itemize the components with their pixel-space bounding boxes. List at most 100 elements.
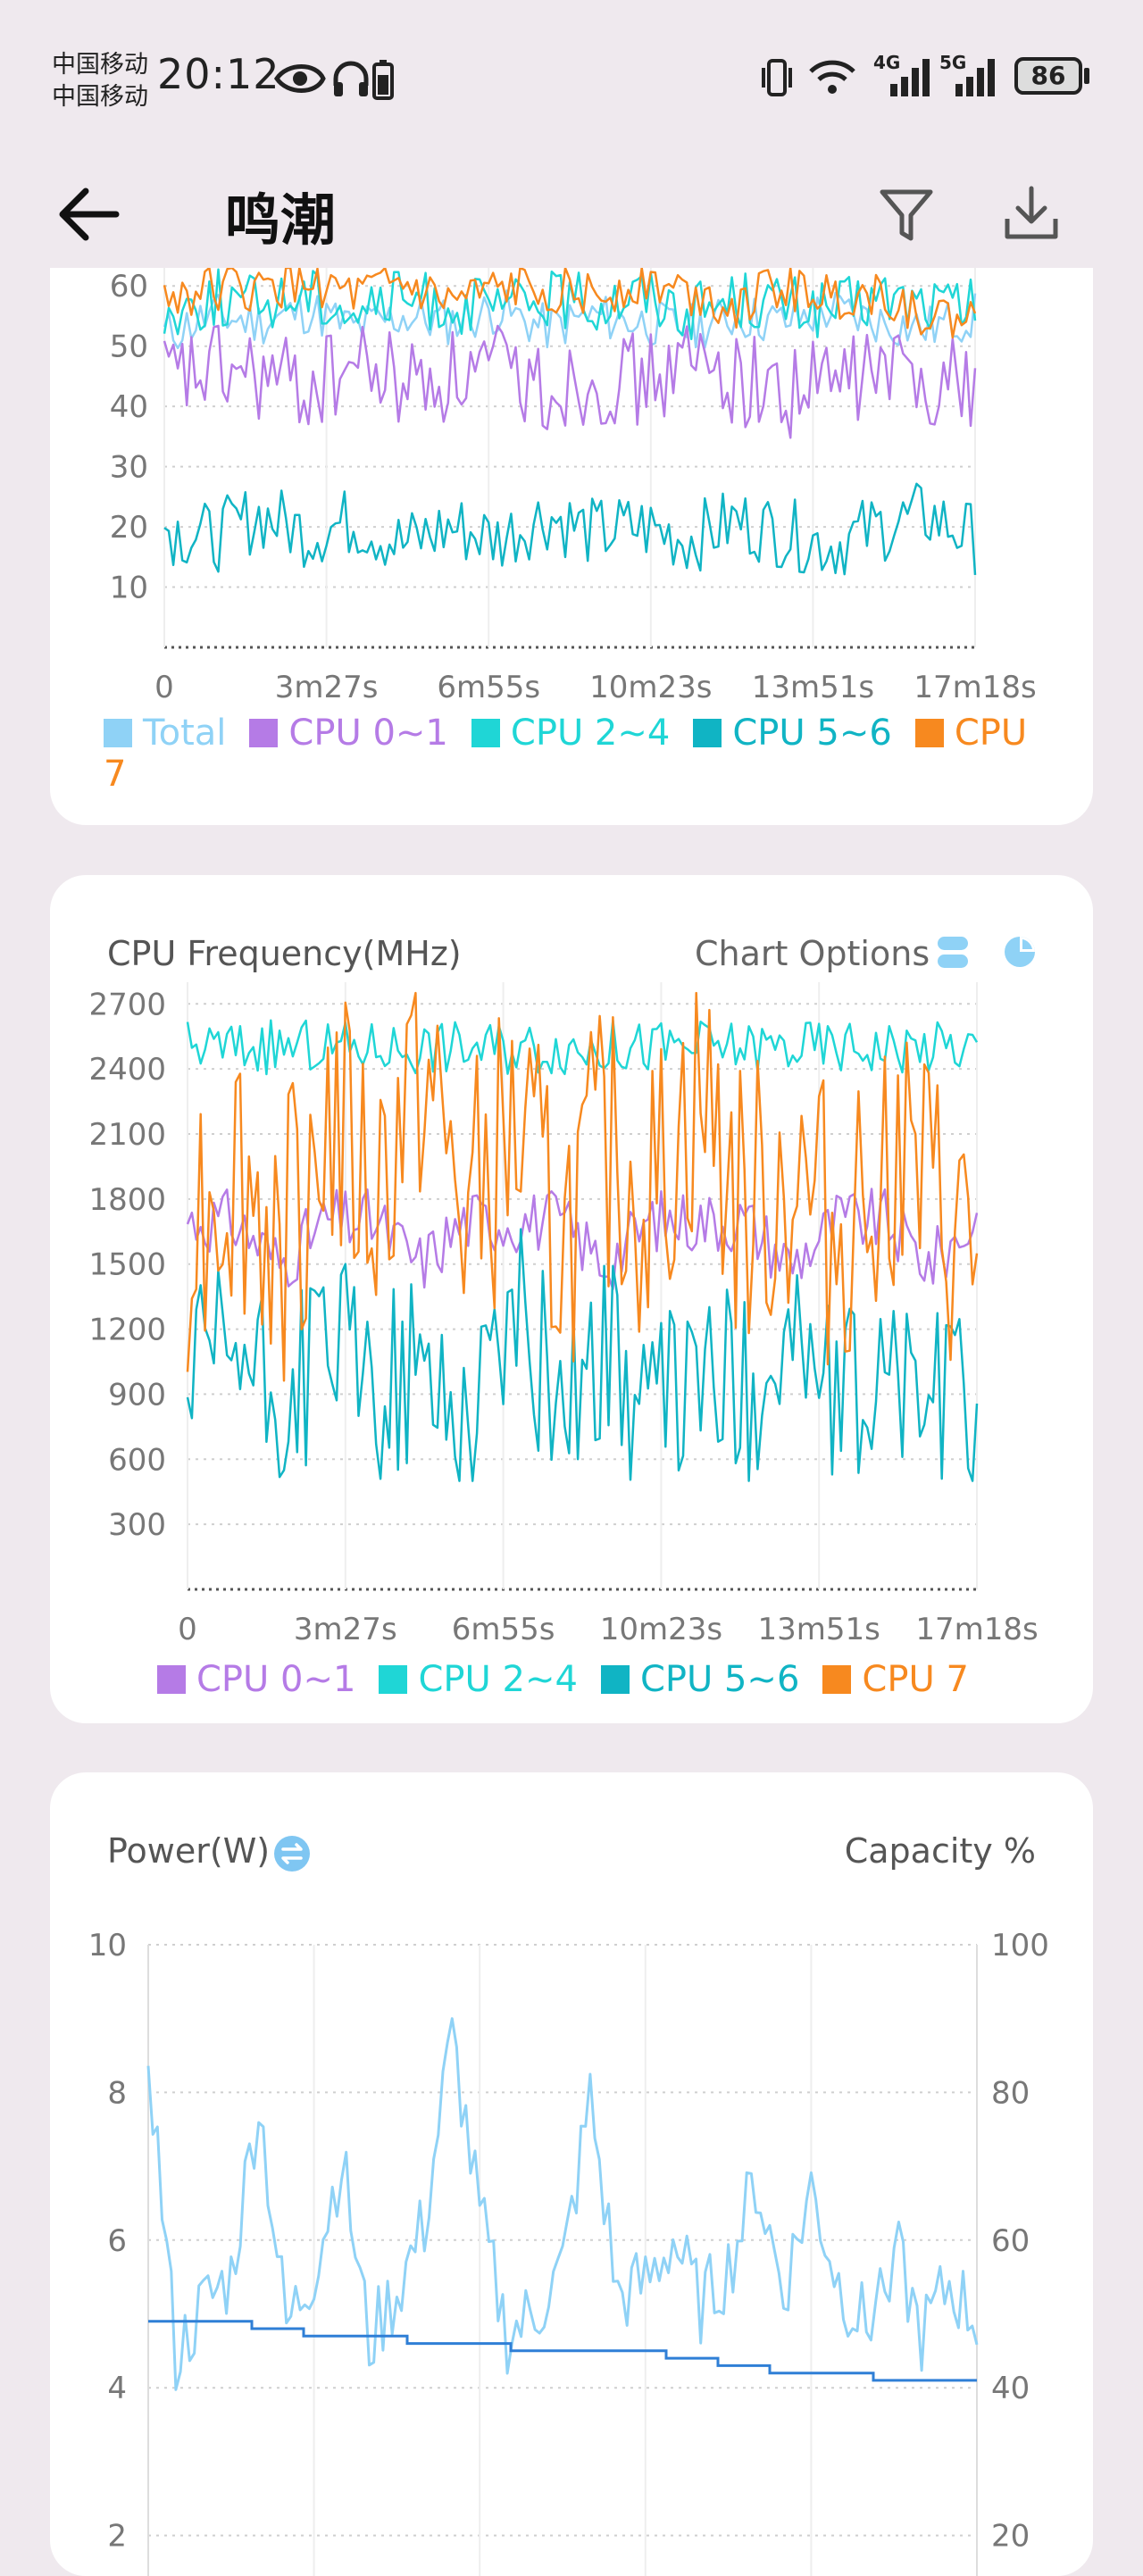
y-tick-label: 40	[110, 389, 148, 425]
battery-level: 86	[1030, 61, 1066, 90]
y-tick-label-left: 4	[107, 2371, 127, 2406]
y-tick-label-right: 100	[991, 1928, 1049, 1963]
legend-item[interactable]: CPU 2~4	[471, 713, 670, 754]
battery-icon: 86	[1014, 57, 1082, 95]
download-icon[interactable]	[1000, 183, 1063, 246]
y-tick-label: 20	[110, 510, 148, 546]
status-bar: 中国移动 中国移动 20:12 4G 5G 86	[0, 0, 1143, 152]
legend-swatch	[104, 719, 132, 747]
y-tick-label: 600	[108, 1442, 166, 1478]
cpu-frequency-legend: CPU 0~1 CPU 2~4 CPU 5~6 CPU 7	[157, 1659, 1086, 1700]
x-tick-label: 10m23s	[589, 670, 712, 705]
y-tick-label-right: 40	[991, 2371, 1030, 2406]
legend-swatch	[914, 719, 944, 747]
power-line	[146, 2017, 979, 2391]
pie-chart-icon[interactable]	[1002, 934, 1038, 970]
headphones-icon	[333, 61, 369, 96]
y-tick-label: 300	[108, 1507, 166, 1543]
cpu-usage-chart: 10 20 30 40 50 60 0 3m27s 6m55s 10m23s 13m51s 17m18…	[110, 268, 1037, 705]
power-card: Power(W) Capacity % 2 4 6 8 10 20 40 60 80 100	[50, 1772, 1093, 2576]
y-tick-label: 10	[110, 571, 148, 606]
cpu-usage-card: 10 20 30 40 50 60 0 3m27s 6m55s 10m23s 13m51s 17m18…	[50, 268, 1093, 825]
legend-item[interactable]: Total	[104, 713, 226, 754]
legend-item[interactable]: CPU 0~1	[249, 713, 448, 754]
legend-swatch	[822, 1665, 852, 1694]
legend-item[interactable]: CPU 0~1	[157, 1659, 355, 1700]
y-tick-label-left: 10	[88, 1928, 127, 1963]
carrier-label-2: 中国移动	[52, 83, 148, 111]
chart-options-label[interactable]: Chart Options	[695, 934, 930, 973]
cpu-usage-legend: Total CPU 0~1 CPU 2~4 CPU 5~6 CPU 7	[104, 713, 1068, 795]
series-line-1	[163, 324, 977, 439]
net-type-2: 5G	[939, 52, 967, 73]
y-tick-label: 30	[110, 450, 148, 486]
series-line-3	[163, 482, 977, 576]
cpu-frequency-chart: 300 600 900 1200 1500 1800 2100 2400 2700 0 3m27s 6…	[88, 982, 1039, 1647]
x-tick-label: 3m27s	[275, 670, 379, 705]
x-tick-label: 6m55s	[452, 1612, 555, 1647]
legend-item[interactable]: CPU	[914, 713, 1028, 754]
y-tick-label: 1800	[88, 1182, 166, 1218]
capacity-line	[148, 2320, 977, 2382]
series-line-0	[186, 1188, 979, 1290]
page-title: 鸣潮	[225, 188, 337, 253]
series-line-1	[186, 1019, 979, 1076]
legend-swatch	[693, 719, 722, 747]
power-chart: 2 4 6 8 10 20 40 60 80 100	[88, 1928, 1049, 2576]
legend-label: CPU 2~4	[510, 713, 671, 754]
legend-label: CPU 7	[862, 1659, 969, 1700]
chart-options-icon[interactable]	[938, 937, 968, 969]
y-tick-label: 50	[110, 329, 148, 365]
series-line-3	[186, 991, 979, 1382]
legend-label: CPU 5~6	[639, 1659, 800, 1700]
legend-item[interactable]: CPU 2~4	[379, 1659, 578, 1700]
legend-label-wrap: 7	[104, 754, 127, 795]
legend-item[interactable]: CPU 5~6	[693, 713, 892, 754]
y-tick-label: 60	[110, 269, 148, 304]
x-tick-label: 13m51s	[758, 1612, 880, 1647]
y-tick-label-left: 2	[107, 2519, 127, 2555]
power-title: Power(W)	[107, 1831, 271, 1871]
x-tick-label: 17m18s	[914, 670, 1036, 705]
x-tick-label: 0	[154, 670, 174, 705]
y-tick-label-left: 8	[107, 2075, 127, 2111]
legend-label: CPU 0~1	[196, 1659, 356, 1700]
battery-tip	[1084, 68, 1089, 84]
y-tick-label-right: 80	[991, 2075, 1030, 2111]
y-tick-label: 1200	[88, 1313, 166, 1348]
cpu-frequency-card: CPU Frequency(MHz) Chart Options 300 600 9…	[50, 875, 1093, 1723]
capacity-label: Capacity %	[844, 1831, 1036, 1871]
legend-label: CPU	[954, 713, 1028, 754]
legend-label: CPU 2~4	[418, 1659, 578, 1700]
y-tick-label: 2100	[88, 1117, 166, 1153]
x-tick-label: 17m18s	[915, 1612, 1038, 1647]
filter-icon[interactable]	[875, 183, 938, 246]
status-time: 20:12	[157, 50, 280, 98]
wifi-icon	[809, 60, 855, 94]
signal-icon-2	[955, 59, 995, 96]
back-arrow-icon[interactable]	[54, 183, 125, 246]
y-tick-label: 900	[108, 1377, 166, 1413]
legend-label: Total	[143, 713, 227, 754]
y-tick-label-right: 20	[991, 2519, 1030, 2555]
legend-swatch	[379, 1665, 408, 1694]
x-tick-label: 13m51s	[752, 670, 874, 705]
y-tick-label: 2400	[88, 1052, 166, 1088]
legend-item[interactable]: CPU 5~6	[600, 1659, 800, 1700]
y-tick-label-left: 6	[107, 2223, 127, 2259]
legend-swatch	[600, 1665, 630, 1694]
y-tick-label: 1500	[88, 1247, 166, 1283]
legend-label: CPU 5~6	[732, 713, 892, 754]
x-tick-label: 6m55s	[437, 670, 540, 705]
swap-icon[interactable]	[273, 1835, 311, 1872]
eye-icon	[273, 64, 326, 93]
cpu-frequency-title: CPU Frequency(MHz)	[107, 934, 462, 973]
x-tick-label: 3m27s	[294, 1612, 397, 1647]
legend-swatch	[471, 719, 500, 747]
net-type-1: 4G	[873, 52, 901, 73]
y-tick-label: 2700	[88, 987, 166, 1022]
legend-swatch	[249, 719, 279, 747]
x-tick-label: 0	[178, 1612, 197, 1647]
legend-item[interactable]: CPU 7	[822, 1659, 969, 1700]
vibrate-icon	[762, 59, 792, 96]
